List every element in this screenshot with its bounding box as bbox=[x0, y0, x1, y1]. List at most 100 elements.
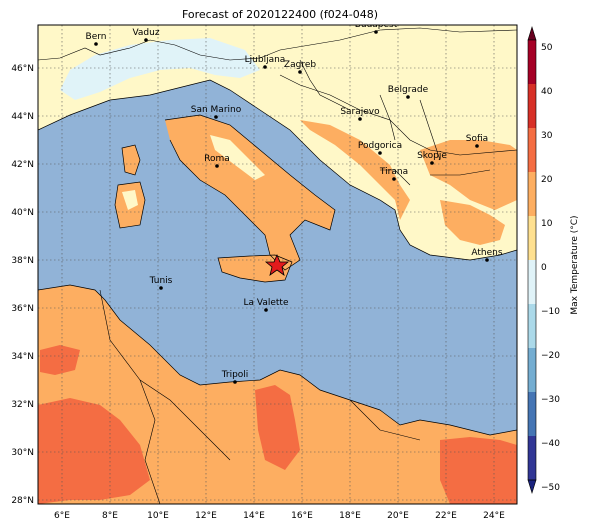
y-tick-label: 46°N bbox=[11, 64, 34, 74]
city-marker: La Valette bbox=[244, 298, 289, 312]
map-title: Forecast of 2020122400 (f024-048) bbox=[182, 8, 378, 21]
colorbar-tick: 40 bbox=[541, 87, 553, 97]
city-marker: San Marino bbox=[191, 105, 242, 119]
city-label: Sofia bbox=[466, 134, 488, 144]
africa-hot-region-central bbox=[255, 385, 300, 470]
africa-hot-region-east bbox=[440, 437, 517, 504]
y-tick-label: 34°N bbox=[11, 352, 34, 362]
city-label: Vaduz bbox=[132, 28, 159, 38]
city-marker: Tripoli bbox=[221, 370, 249, 384]
colorbar-segment bbox=[528, 348, 536, 392]
colorbar-tick: −40 bbox=[541, 439, 560, 449]
city-marker: Sofia bbox=[466, 134, 488, 148]
colorbar-tick: 0 bbox=[541, 263, 547, 273]
colorbar-segment bbox=[528, 128, 536, 172]
colorbar-segment bbox=[528, 40, 536, 84]
x-axis: 6°E 8°E 10°E 12°E 14°E 16°E 18°E 20°E 22… bbox=[54, 511, 505, 521]
city-marker: Belgrade bbox=[388, 85, 429, 99]
city-marker: Athens bbox=[471, 248, 503, 262]
city-marker: Vaduz bbox=[132, 28, 160, 42]
map-frame bbox=[37, 24, 518, 505]
country-borders bbox=[38, 27, 517, 504]
x-tick-label: 22°E bbox=[435, 511, 457, 521]
city-marker: Tunis bbox=[149, 276, 173, 290]
city-label: Ljubljana bbox=[245, 55, 286, 65]
y-tick-label: 40°N bbox=[11, 208, 34, 218]
city-label: Budapest bbox=[355, 20, 398, 30]
city-label: Bern bbox=[86, 32, 107, 42]
africa-hot-region-coast bbox=[40, 345, 80, 375]
colorbar-tick: 50 bbox=[541, 43, 553, 53]
city-label: Athens bbox=[471, 248, 502, 258]
y-tick-label: 36°N bbox=[11, 304, 34, 314]
colorbar-segment bbox=[528, 84, 536, 128]
colorbar-segment bbox=[528, 304, 536, 348]
colorbar-tick: 10 bbox=[541, 219, 553, 229]
x-tick-label: 10°E bbox=[147, 511, 169, 521]
city-layer: Bern Vaduz Budapest Ljubljana Zagreb Bel… bbox=[86, 20, 503, 384]
colorbar-tick: −50 bbox=[541, 483, 560, 493]
x-tick-label: 6°E bbox=[54, 511, 70, 521]
y-tick-label: 30°N bbox=[11, 448, 34, 458]
colorbar-tick: −30 bbox=[541, 395, 560, 405]
city-label: La Valette bbox=[244, 298, 289, 308]
city-label: Sarajevo bbox=[340, 107, 380, 117]
y-tick-label: 28°N bbox=[11, 496, 34, 506]
africa-hot-region-west bbox=[38, 398, 150, 504]
star-marker-icon bbox=[264, 253, 290, 276]
colorbar-tick: −20 bbox=[541, 351, 560, 361]
x-tick-label: 12°E bbox=[195, 511, 217, 521]
colorbar-segment bbox=[528, 172, 536, 216]
x-tick-label: 16°E bbox=[291, 511, 313, 521]
y-axis: 46°N 44°N 42°N 40°N 38°N 36°N 34°N 32°N … bbox=[11, 64, 34, 506]
y-tick-label: 32°N bbox=[11, 400, 34, 410]
corsica-region bbox=[122, 145, 140, 175]
city-marker: Skopje bbox=[417, 151, 447, 165]
y-tick-label: 44°N bbox=[11, 112, 34, 122]
city-label: Belgrade bbox=[388, 85, 429, 95]
city-marker: Tirana bbox=[379, 167, 408, 181]
y-tick-label: 38°N bbox=[11, 256, 34, 266]
city-marker: Ljubljana bbox=[245, 55, 286, 69]
x-tick-label: 8°E bbox=[102, 511, 118, 521]
italy-mild-region bbox=[210, 135, 265, 180]
city-label: Podgorica bbox=[358, 141, 402, 151]
y-tick-label: 42°N bbox=[11, 160, 34, 170]
colorbar-segment bbox=[528, 260, 536, 304]
colorbar-segment bbox=[528, 216, 536, 260]
colorbar-label: Max Temperature (°C) bbox=[570, 215, 580, 314]
city-label: Zagreb bbox=[284, 60, 316, 70]
coastlines bbox=[38, 79, 517, 436]
colorbar-bottom-arrow bbox=[527, 479, 537, 495]
city-label: Skopje bbox=[417, 151, 447, 161]
x-tick-label: 20°E bbox=[387, 511, 409, 521]
colorbar: 50 40 30 20 10 0 −10 −20 −30 −40 −50 Max… bbox=[527, 25, 580, 495]
colorbar-top-arrow bbox=[527, 25, 537, 41]
city-marker: Budapest bbox=[355, 20, 398, 34]
city-marker: Roma bbox=[204, 154, 230, 168]
colorbar-tick: 20 bbox=[541, 175, 553, 185]
x-tick-label: 18°E bbox=[339, 511, 361, 521]
colorbar-segment bbox=[528, 436, 536, 480]
city-label: Tirana bbox=[379, 167, 408, 177]
colorbar-tick: 30 bbox=[541, 131, 553, 141]
city-marker: Zagreb bbox=[284, 60, 316, 74]
italy-warm-region bbox=[165, 115, 335, 270]
colorbar-frame bbox=[527, 39, 537, 481]
city-marker: Sarajevo bbox=[340, 107, 380, 121]
colorbar-segment bbox=[528, 392, 536, 436]
x-tick-label: 14°E bbox=[243, 511, 265, 521]
city-label: Tunis bbox=[149, 276, 173, 286]
greece-south-warm-region bbox=[440, 200, 505, 245]
map-area: Bern Vaduz Budapest Ljubljana Zagreb Bel… bbox=[38, 20, 517, 504]
city-marker: Bern bbox=[86, 32, 107, 46]
city-label: Tripoli bbox=[221, 370, 249, 380]
x-tick-label: 24°E bbox=[483, 511, 505, 521]
city-label: Roma bbox=[204, 154, 230, 164]
colorbar-tick: −10 bbox=[541, 307, 560, 317]
sardinia-mild-region bbox=[122, 190, 138, 210]
greece-warm-region bbox=[420, 140, 517, 210]
city-marker: Podgorica bbox=[358, 141, 402, 155]
city-label: San Marino bbox=[191, 105, 242, 115]
